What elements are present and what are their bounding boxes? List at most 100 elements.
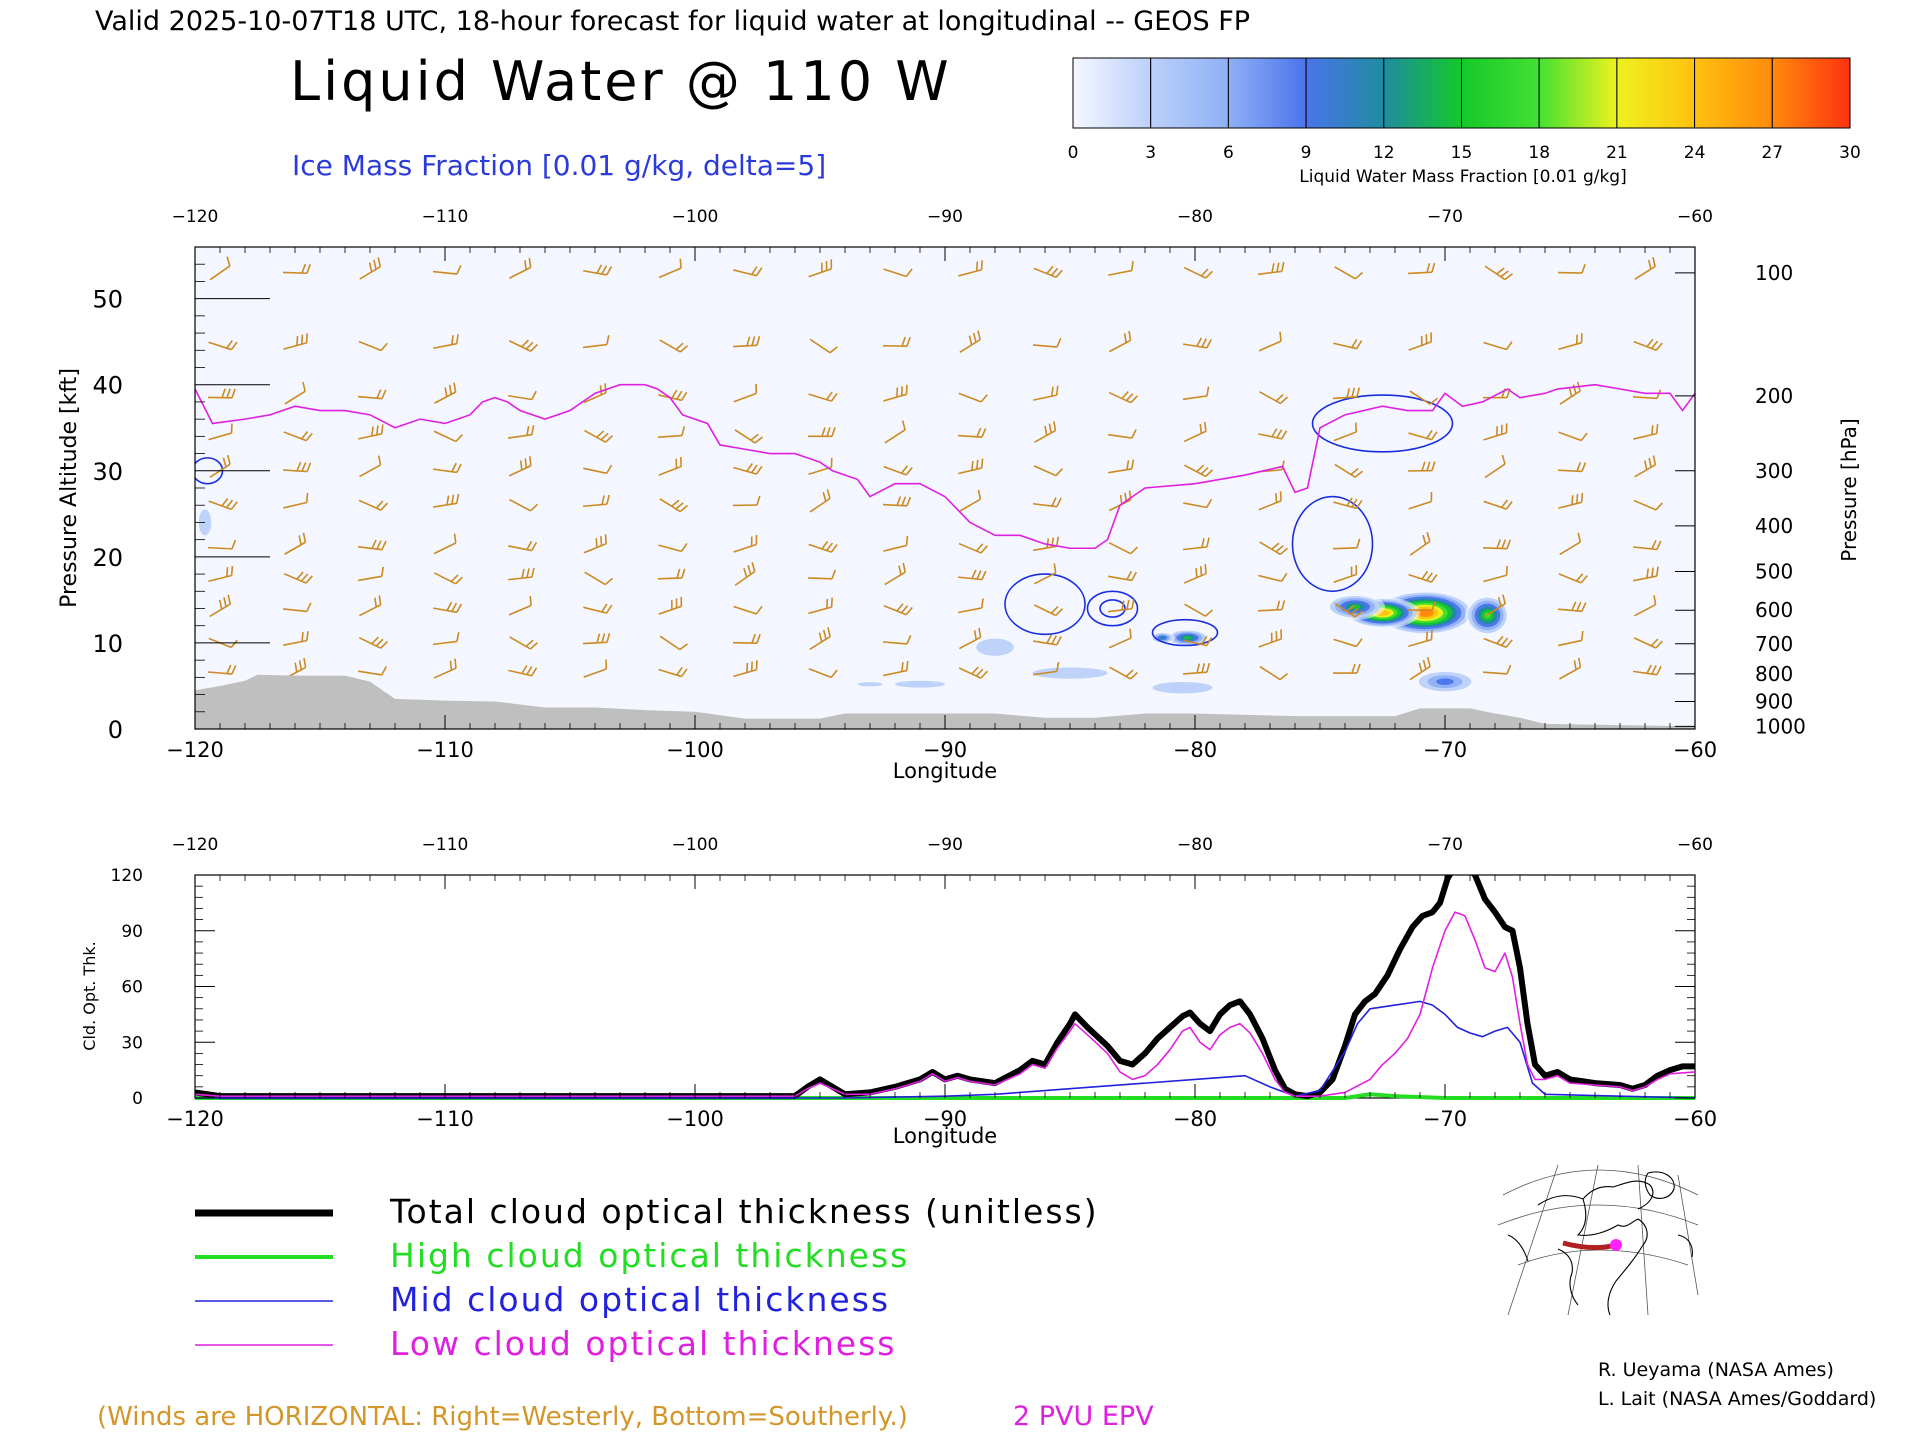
wind-barb-shaft [433,342,457,350]
wind-barb-flag [976,459,979,470]
wind-barb-shaft [283,431,307,442]
wind-barb-shaft [658,267,682,279]
winds-note: (Winds are HORIZONTAL: Right=Westerly, B… [97,1402,908,1432]
wind-barb-shaft [1257,270,1283,276]
wind-barb [1557,462,1587,473]
wind-barb-flag [1575,494,1579,504]
wind-barb-shaft [208,341,232,351]
wind-barb [808,457,833,476]
wind-barb-flag [377,455,382,466]
wind-barb-flag [1275,631,1278,641]
wind-barb-flag [755,660,758,670]
wind-barb-flag [750,536,753,547]
liquid-water-blob [1183,636,1192,640]
wind-barb-flag [751,266,758,275]
wind-barb-shaft [1033,640,1057,646]
wind-barb-flag [901,496,907,506]
wind-barb-shaft [884,429,906,444]
wind-barb [732,335,761,348]
wind-barb [1409,532,1431,556]
wind-barb-flag [606,335,610,345]
series-line [195,911,1695,1097]
wind-barb-flag [1580,575,1588,584]
wind-barb-flag [230,501,238,510]
x-tick-label: −90 [923,1107,967,1131]
wind-barb-shaft [583,392,607,404]
wind-barb-flag [1422,534,1427,545]
wind-barb-flag [1350,566,1353,577]
wind-barb-flag [456,463,462,473]
wind-barb [1483,565,1508,583]
wind-barb-shaft [433,542,457,555]
wind-barb-flag [1431,262,1436,273]
x-tick-label-top: −70 [1427,207,1463,227]
wind-barb-flag [756,633,761,644]
wind-barb-shaft [959,338,981,354]
wind-barb-flag [1653,595,1657,605]
wind-barb-flag [1505,423,1508,433]
wind-barb [433,601,463,614]
wind-barb-flag [1580,492,1584,503]
wind-barb [207,664,237,675]
wind-barb-flag [1568,387,1573,397]
cross-section-background [195,247,1695,729]
wind-barb-shaft [1108,269,1132,276]
wind-barb [284,381,306,405]
wind-barb-flag [448,384,452,395]
wind-barb-flag [456,265,462,275]
wind-barb-flag [680,668,688,678]
wind-barb-shaft [1032,502,1058,508]
wind-barb-flag [1430,630,1433,640]
wind-barb-flag [1356,538,1361,549]
wind-barb-flag [296,461,302,472]
wind-barb [1258,572,1288,583]
wind-barb-flag [1656,540,1662,550]
wind-barb-flag [1056,636,1062,646]
wind-barb [1482,664,1512,675]
wind-barb-flag [1655,502,1663,511]
wind-barb-shaft [733,543,757,553]
wind-barb [1633,499,1663,511]
wind-barb-flag [820,262,823,273]
wind-barb-flag [601,633,606,643]
y-tick-label: 0 [132,1089,143,1109]
wind-barb-shaft [1333,342,1357,350]
wind-barb [658,542,688,553]
wind-barb [358,636,388,649]
wind-barb-shaft [583,269,607,276]
wind-barb-flag [676,568,681,579]
optical-thickness-frame [194,874,1696,1099]
wind-barb [1258,428,1288,440]
wind-barb [1409,657,1431,681]
wind-barb-flag [679,643,688,651]
wind-barb [1258,491,1282,511]
wind-barb-shaft [883,604,907,616]
wind-barb-flag [1271,263,1275,273]
colorbar-tick-label: 18 [1528,143,1550,163]
wind-barb-flag [375,638,384,647]
x-tick-label: −80 [1173,1107,1217,1131]
wind-barb-shaft [358,575,382,582]
liquid-water-blob [1167,684,1198,691]
wind-barb [1259,391,1289,405]
wind-barb-flag [900,605,909,614]
wind-barb [433,572,464,585]
colorbar-cell [1072,57,1152,129]
wind-barb [1109,330,1132,353]
wind-barb-shaft [1632,546,1658,551]
x-tick-label: −60 [1673,738,1717,762]
wind-barb-flag [303,657,307,668]
wind-barb-shaft [509,636,531,650]
wind-barb-flag [1205,270,1213,279]
wind-barb-shaft [357,545,383,551]
wind-barb-flag [1126,599,1130,610]
wind-barb-flag [1355,564,1358,575]
wind-barb [1183,421,1207,443]
pressure-tick-label: 400 [1755,514,1793,538]
wind-barb-flag [1356,663,1361,674]
wind-barb [283,333,308,350]
liquid-water-blob [1436,678,1454,685]
wind-barb [1108,391,1138,404]
wind-barb-shaft [583,543,607,554]
wind-barb-flag [371,539,377,549]
